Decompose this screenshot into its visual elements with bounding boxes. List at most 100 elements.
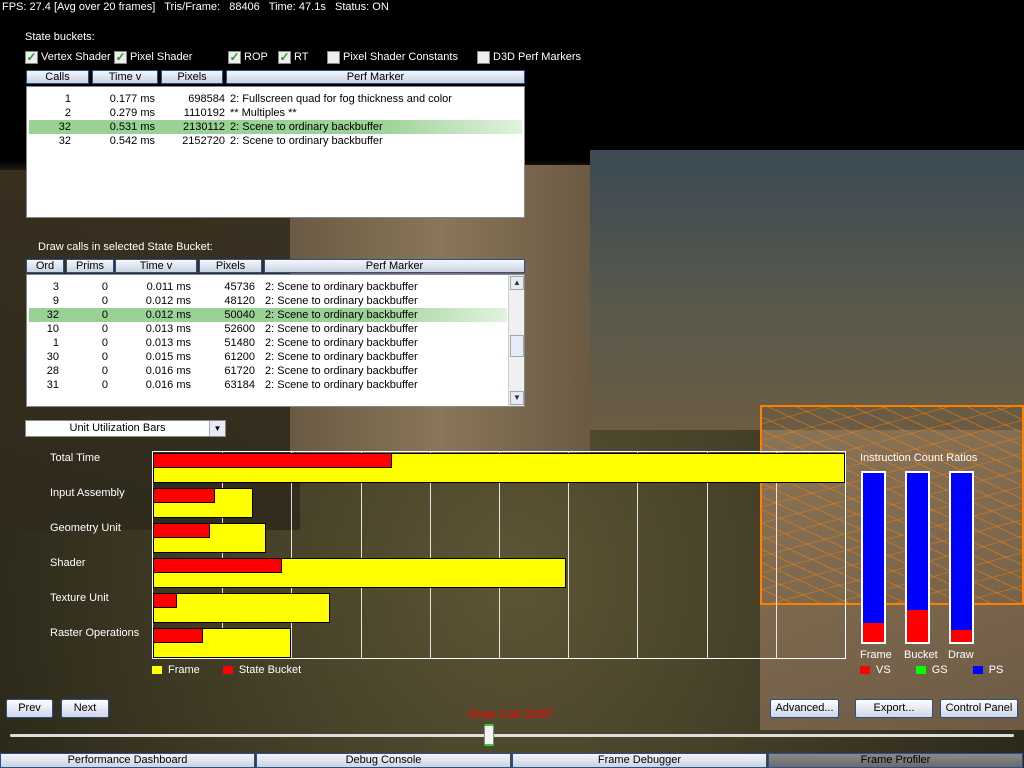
pixels-cell: 48120 [224,295,255,307]
state-bucket-bar-geometry-unit [153,523,210,538]
draw-call-slider-thumb[interactable] [484,724,494,746]
legend-label-state-bucket: State Bucket [238,664,302,676]
table-row[interactable]: 1 0 0.013 ms 51480 2: Scene to ordinary back… [29,336,507,350]
instruction-bar-bucket [905,471,930,644]
checkbox-icon[interactable]: ✓ [25,49,38,64]
tab-performance-dashboard[interactable]: Performance Dashboard [0,753,255,768]
filter-checkbox-d3d-perf-markers[interactable]: D3D Perf Markers [477,50,581,64]
scene-wireframe-highlight [760,405,1024,605]
column-header-pixels[interactable]: Pixels [161,70,223,84]
table-row[interactable]: 1 0.177 ms 698584 2: Fullscreen quad for fo… [29,92,522,106]
checkbox-icon[interactable] [327,50,340,64]
state-bucket-list[interactable]: 1 0.177 ms 698584 2: Fullscreen quad for fo… [26,86,525,218]
scroll-down-icon[interactable]: ▼ [510,391,524,405]
scroll-thumb[interactable] [510,335,524,357]
filter-checkbox-rop[interactable]: ✓ ROP [228,50,268,64]
scrollbar[interactable]: ▲ ▼ [508,275,524,406]
state-bucket-bar-shader [153,558,282,573]
column-header-pixels[interactable]: Pixels [199,259,262,273]
checkbox-icon[interactable] [477,50,490,64]
perf-marker-cell: 2: Scene to ordinary backbuffer [265,323,418,335]
advanced-button[interactable]: Advanced... [770,699,839,718]
tab-frame-debugger[interactable]: Frame Debugger [512,753,767,768]
filter-checkbox-rt[interactable]: ✓ RT [278,50,308,64]
table-row[interactable]: 3 0 0.011 ms 45736 2: Scene to ordinary back… [29,280,507,294]
ord-cell: 1 [52,337,59,349]
legend-swatch-vs [860,666,870,675]
category-label: Input Assembly [50,487,125,499]
legend-swatch-frame [152,666,162,675]
column-header-perfmarker[interactable]: Perf Marker [264,259,525,273]
checkbox-icon[interactable]: ✓ [278,49,291,64]
table-row[interactable]: 9 0 0.012 ms 48120 2: Scene to ordinary back… [29,294,507,308]
table-row[interactable]: 28 0 0.016 ms 61720 2: Scene to ordinary bac… [29,364,507,378]
prev-button[interactable]: Prev [6,699,53,718]
category-label: Shader [50,557,86,569]
checkbox-icon[interactable]: ✓ [228,49,241,64]
ord-cell: 31 [46,379,59,391]
table-row[interactable]: 2 0.279 ms 1110192 ** Multiples ** [29,106,522,120]
legend-swatch-gs [915,666,926,675]
prims-cell: 0 [101,365,108,377]
gridline [637,452,638,658]
chevron-down-icon[interactable]: ▼ [209,421,225,436]
column-header-timev[interactable]: Time v [115,259,197,273]
table-row[interactable]: 31 0 0.016 ms 63184 2: Scene to ordinary bac… [29,378,507,392]
table-row[interactable]: 32 0 0.012 ms 50040 2: Scene to ordinary bac… [29,308,507,322]
category-label: Raster Operations [50,627,140,639]
time-cell: 0.542 ms [109,135,155,147]
perf-marker-cell: 2: Scene to ordinary backbuffer [265,365,418,377]
tab-frame-profiler[interactable]: Frame Profiler [768,753,1023,768]
instruction-bar-label: Frame [860,649,892,661]
instruction-ratios-title: Instruction Count Ratios [860,452,978,464]
gridline [568,452,569,658]
scroll-up-icon[interactable]: ▲ [510,276,524,290]
state-buckets-label: State buckets: [25,31,95,43]
category-label: Geometry Unit [50,522,121,534]
filter-checkbox-pixel-shader[interactable]: ✓ Pixel Shader [114,50,192,64]
draw-call-slider-track[interactable] [10,734,1014,737]
gridline [222,452,223,658]
checkbox-icon[interactable]: ✓ [114,49,127,64]
control-panel-button[interactable]: Control Panel [940,699,1018,718]
time-cell: 0.016 ms [145,379,191,391]
column-header-timev[interactable]: Time v [92,70,158,84]
view-mode-select[interactable]: Unit Utilization Bars ▼ [25,420,226,437]
column-header-perfmarker[interactable]: Perf Marker [226,70,525,84]
filter-label: D3D Perf Markers [493,51,582,63]
time-cell: 0.012 ms [145,295,191,307]
filter-label: Pixel Shader Constants [343,51,458,63]
perf-marker-cell: 2: Scene to ordinary backbuffer [230,135,383,147]
export-button[interactable]: Export... [855,699,933,718]
legend-label-ps: PS [988,664,1004,676]
column-header-calls[interactable]: Calls [26,70,89,84]
pixels-cell: 63184 [224,379,255,391]
pixels-cell: 51480 [224,337,255,349]
column-header-prims[interactable]: Prims [66,259,114,273]
perf-marker-cell: 2: Scene to ordinary backbuffer [265,295,418,307]
pixels-cell: 52600 [224,323,255,335]
state-bucket-bar-raster-operations [153,628,203,643]
table-row[interactable]: 32 0.531 ms 2130112 2: Scene to ordinary ba… [29,120,522,134]
filter-label: Vertex Shader [41,51,111,63]
column-header-ord[interactable]: Ord [26,259,64,273]
table-row[interactable]: 10 0 0.013 ms 52600 2: Scene to ordinary bac… [29,322,507,336]
tab-debug-console[interactable]: Debug Console [256,753,511,768]
perf-marker-cell: 2: Scene to ordinary backbuffer [265,351,418,363]
table-row[interactable]: 30 0 0.015 ms 61200 2: Scene to ordinary bac… [29,350,507,364]
gridline [361,452,362,658]
next-button[interactable]: Next [61,699,109,718]
table-row[interactable]: 32 0.542 ms 2152720 2: Scene to ordinary ba… [29,134,522,148]
prims-cell: 0 [101,295,108,307]
category-label: Texture Unit [50,592,109,604]
perf-marker-cell: 2: Scene to ordinary backbuffer [265,281,418,293]
filter-checkbox-pixel-shader-constants[interactable]: Pixel Shader Constants [327,50,458,64]
pixels-cell: 50040 [224,309,255,321]
filter-label: ROP [244,51,268,63]
filter-checkbox-vertex-shader[interactable]: ✓ Vertex Shader [25,50,111,64]
calls-cell: 2 [64,107,71,119]
draw-calls-list[interactable]: ▲ ▼ 3 0 0.011 ms 45736 2: Scene to ordinary … [26,274,525,407]
time-cell: 0.013 ms [145,323,191,335]
frame-bar-texture-unit [153,593,331,623]
gridline [291,452,292,658]
